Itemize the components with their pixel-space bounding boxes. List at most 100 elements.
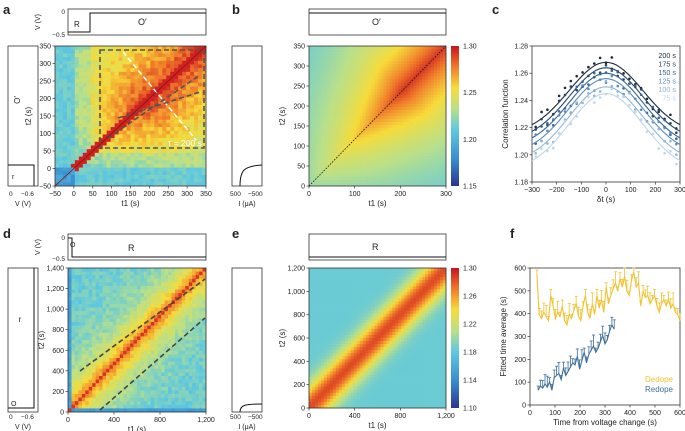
panel-a-heatmap-cell bbox=[182, 79, 187, 84]
panel-b-heatmap-cell bbox=[344, 55, 349, 59]
panel-d-heatmap-cell bbox=[68, 404, 72, 409]
panel-b-heatmap-cell bbox=[443, 134, 447, 138]
panel-a-heatmap-cell bbox=[106, 86, 111, 91]
panel-d-heatmap-cell bbox=[105, 332, 110, 337]
panel-a-heatmap-cell bbox=[58, 174, 64, 179]
panel-b-heatmap-cell bbox=[389, 82, 393, 86]
panel-a-heatmap-cell bbox=[122, 156, 127, 161]
panel-a-heatmap-cell bbox=[158, 160, 163, 165]
panel-b-heatmap-cell bbox=[341, 116, 346, 120]
panel-b-colorbar-tick-label: 1.25 bbox=[463, 90, 477, 97]
panel-d-voltage-left: r O 0 −0.6 V (V) bbox=[7, 267, 39, 431]
panel-a-heatmap-cell bbox=[82, 152, 88, 157]
panel-b-heatmap-cell bbox=[311, 182, 316, 187]
panel-a-heatmap-cell bbox=[90, 97, 96, 102]
panel-a-heatmap-cell bbox=[66, 112, 72, 117]
panel-b-heatmap-cell bbox=[362, 112, 366, 117]
panel-a-heatmap-cell bbox=[58, 101, 64, 106]
panel-b-heatmap-cell bbox=[413, 73, 417, 77]
panel-a-heatmap-cell bbox=[190, 156, 195, 161]
panel-d-heatmap-cell bbox=[81, 386, 86, 391]
panel-b-heatmap-cell bbox=[359, 112, 363, 117]
panel-d-heatmap-cell bbox=[123, 354, 127, 359]
panel-b-heatmap-cell bbox=[392, 119, 396, 123]
panel-a-heatmap-cell bbox=[146, 93, 151, 98]
panel-b-heatmap-cell bbox=[425, 100, 429, 105]
panel-d-heatmap-cell bbox=[109, 386, 114, 391]
panel-a-heatmap-cell bbox=[118, 68, 123, 73]
panel-a-heatmap-cell bbox=[114, 93, 119, 98]
panel-b-heatmap-cell bbox=[413, 134, 417, 138]
panel-a-heatmap-cell bbox=[158, 71, 163, 76]
panel-b-heatmap-cell bbox=[407, 82, 411, 86]
panel-a-heatmap-cell bbox=[186, 130, 191, 135]
panel-b-heatmap-cell bbox=[425, 143, 429, 147]
panel-b-heatmap-cell bbox=[401, 125, 405, 129]
panel-b-heatmap-cell bbox=[419, 173, 423, 178]
panel-b-heatmap-cell bbox=[383, 55, 387, 59]
panel-a-heatmap-cell bbox=[146, 68, 151, 73]
panel-b-heatmap-cell bbox=[320, 149, 325, 153]
panel-b-heatmap-cell bbox=[329, 137, 334, 141]
panel-b-heatmap-cell bbox=[386, 170, 390, 175]
panel-b-heatmap-cell bbox=[356, 173, 360, 178]
panel-b-heatmap-cell bbox=[344, 155, 349, 159]
panel-d-heatmap-cell bbox=[81, 311, 86, 316]
panel-d-heatmap-cell bbox=[137, 268, 141, 272]
panel-d-heatmap-cell bbox=[68, 289, 72, 294]
panel-b-heatmap-cell bbox=[401, 112, 405, 117]
panel-b-heatmap-cell bbox=[329, 176, 334, 181]
panel-b-heatmap-cell bbox=[410, 55, 414, 59]
panel-a-heatmap-cell bbox=[102, 123, 107, 128]
panel-a-heatmap-cell bbox=[58, 82, 64, 87]
panel-b-heatmap-cell bbox=[341, 119, 346, 123]
panel-a-heatmap-cell bbox=[134, 119, 139, 124]
panel-a-heatmap-cell bbox=[158, 57, 163, 62]
panel-b-heatmap-cell bbox=[443, 109, 447, 114]
panel-b-heatmap-cell bbox=[389, 94, 393, 99]
panel-b-heatmap-cell bbox=[309, 155, 313, 159]
panel-a-heatmap-cell bbox=[106, 57, 111, 62]
panel-b-heatmap-cell bbox=[374, 100, 378, 105]
panel-a-heatmap-cell bbox=[66, 156, 72, 161]
panel-b-heatmap-cell bbox=[359, 103, 363, 108]
panel-a-heatmap-cell bbox=[170, 64, 175, 69]
panel-b-heatmap-cell bbox=[437, 97, 441, 102]
panel-a-heatmap-cell bbox=[134, 97, 139, 102]
panel-a-heatmap-cell bbox=[166, 123, 171, 128]
panel-a-heatmap-cell bbox=[114, 116, 119, 120]
panel-b-heatmap-cell bbox=[311, 112, 316, 117]
panel-b-heatmap-cell bbox=[389, 158, 393, 162]
panel-a-heatmap-cell bbox=[170, 174, 175, 179]
panel-a-heatmap-cell bbox=[62, 46, 68, 50]
panel-b-heatmap-cell bbox=[362, 167, 366, 172]
panel-d-heatmap-cell bbox=[154, 296, 158, 301]
panel-b-heatmap-cell bbox=[350, 119, 354, 123]
panel-b-heatmap-cell bbox=[329, 149, 334, 153]
panel-d-heatmap-cell bbox=[133, 296, 138, 301]
panel-a-heatmap-cell bbox=[146, 71, 151, 76]
panel-d-heatmap-cell bbox=[88, 376, 93, 380]
panel-b-heatmap-cell bbox=[320, 128, 325, 132]
panel-d-heatmap-cell bbox=[88, 336, 93, 341]
panel-d-heatmap-cell bbox=[119, 340, 124, 344]
panel-a-heatmap-cell bbox=[134, 171, 139, 176]
panel-a-heatmap-cell bbox=[102, 60, 107, 65]
panel-d-heatmap-cell bbox=[85, 311, 89, 316]
panel-d-heatmap-cell bbox=[126, 390, 131, 395]
panel-a-heatmap-cell bbox=[114, 49, 119, 54]
panel-d-heatmap-cell bbox=[150, 271, 155, 276]
panel-a-heatmap-cell bbox=[186, 82, 191, 87]
panel-a-heatmap-cell bbox=[106, 119, 111, 124]
panel-b-heatmap-cell bbox=[326, 176, 331, 181]
panel-c-point bbox=[657, 120, 661, 124]
panel-b-heatmap-cell bbox=[422, 179, 426, 184]
panel-b-heatmap-cell bbox=[413, 55, 417, 59]
panel-b-heatmap-cell bbox=[398, 125, 402, 129]
panel-a-heatmap-cell bbox=[142, 127, 147, 132]
panel-b-heatmap-cell bbox=[344, 158, 349, 162]
panel-a-heatmap-cell bbox=[158, 97, 163, 102]
panel-b-heatmap-cell bbox=[356, 49, 360, 53]
panel-a-heatmap-cell bbox=[186, 141, 191, 146]
panel-d-heatmap-cell bbox=[99, 383, 103, 388]
